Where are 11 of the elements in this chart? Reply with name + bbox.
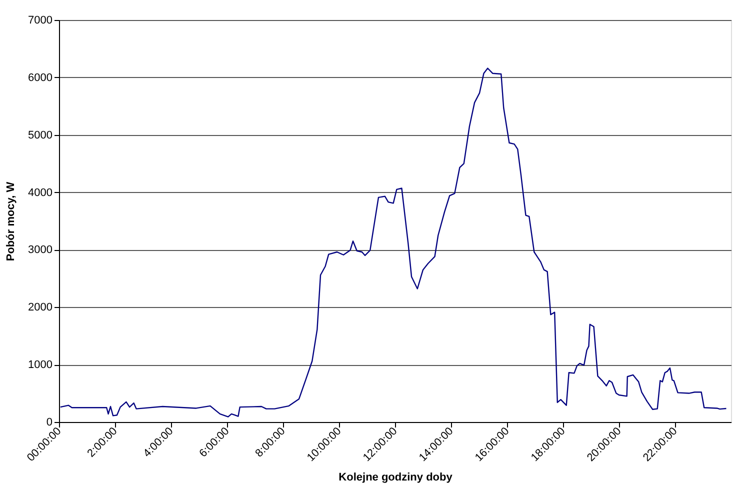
y-tick-label: 4000: [28, 186, 52, 199]
y-tick-label: 6000: [28, 72, 52, 84]
y-tick-label: 2000: [28, 302, 52, 314]
y-tick-label: 5000: [28, 129, 52, 142]
line-series: [60, 68, 727, 418]
y-tick-label: 0: [46, 416, 52, 428]
y-tick-label: 3000: [28, 244, 52, 256]
y-axis-title: Pobór mocy, W: [5, 181, 18, 262]
x-axis-title: Kolejne godziny doby: [338, 471, 454, 484]
y-tick-label: 7000: [28, 14, 52, 26]
y-tick-label: 1000: [28, 359, 52, 372]
